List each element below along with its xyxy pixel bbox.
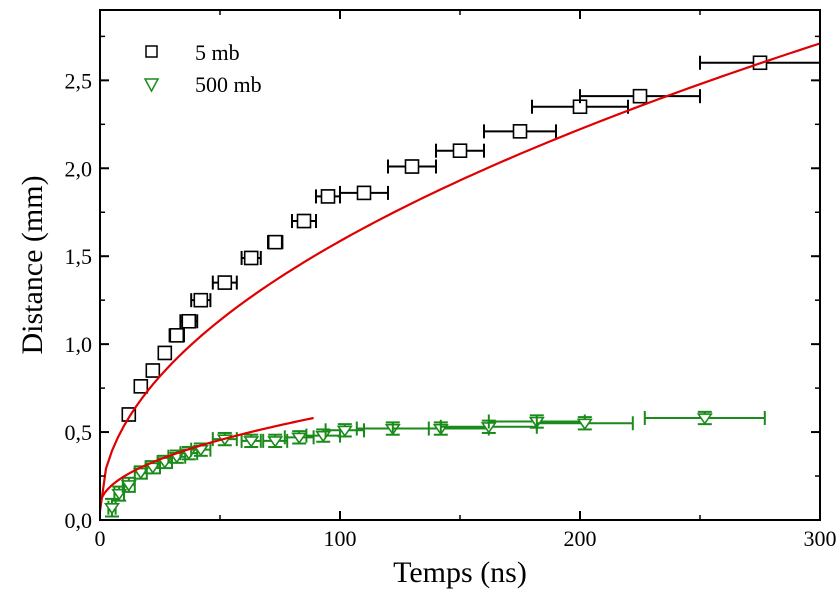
data-point-square [157,345,173,361]
y-tick-label: 0,5 [65,420,93,445]
data-point-square [145,363,161,378]
data-point-triangle [120,480,137,492]
data-point-square [404,159,420,174]
data-point-square [217,275,233,290]
y-tick-label: 1,5 [65,244,93,269]
data-point-square [133,379,149,394]
x-tick-label: 0 [95,526,106,551]
x-tick-label: 100 [324,526,357,551]
legend-label-500mb: 500 mb [195,72,262,97]
series-0 [121,55,821,422]
data-point-square [181,313,197,329]
data-point-square [452,143,468,158]
legend-label-5mb: 5 mb [195,40,240,65]
y-tick-label: 0,0 [65,508,93,533]
data-point-triangle [291,432,308,445]
x-axis-title: Temps (ns) [393,556,527,589]
x-tick-label: 200 [564,526,597,551]
series-1 [103,410,766,518]
legend-marker-500mb [143,78,160,93]
marks-layer [98,42,821,518]
legend-marker-5mb [145,45,158,58]
data-point-square [267,234,283,250]
x-tick-label: 300 [804,526,837,551]
y-axis-title: Distance (mm) [16,175,49,354]
data-point-square [243,250,259,266]
ticks-layer: 0 100 200 300 0,0 0,5 1,0 1,5 2,0 2,5 [65,10,837,551]
data-point-square [632,88,648,104]
legend: 5 mb 500 mb [143,40,262,97]
y-tick-label: 2,5 [65,68,93,93]
data-point-square [169,328,185,343]
data-point-square [512,124,528,139]
data-point-triangle [696,413,713,425]
data-point-square [356,185,372,201]
data-point-square [320,189,336,204]
fit-curve-0 [98,42,821,512]
y-tick-label: 1,0 [65,332,93,357]
data-point-triangle [243,436,260,448]
fit-curve-1 [98,416,314,507]
y-tick-label: 2,0 [65,156,93,181]
data-point-triangle [576,418,593,431]
data-point-square [193,292,209,308]
data-point-triangle [336,425,353,438]
data-point-triangle [103,502,121,515]
data-point-triangle [267,436,284,448]
data-point-square [296,213,312,229]
